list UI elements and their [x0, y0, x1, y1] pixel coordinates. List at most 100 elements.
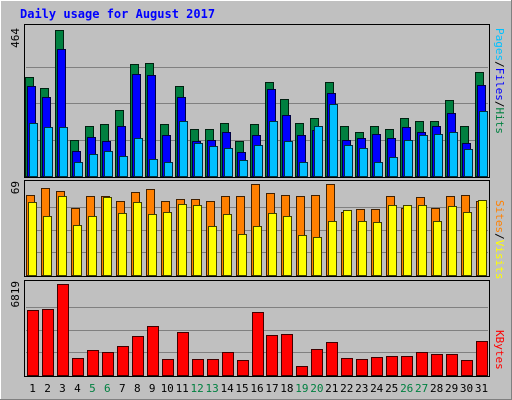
bar-sites-day-26 — [403, 205, 412, 276]
day-label-23: 23 — [355, 382, 368, 395]
ylabel-pages-files-hits: Pages/Files/Hits — [493, 28, 506, 134]
ymax-label-kbytes: 6819 — [9, 281, 22, 308]
bar-sites-day-11 — [178, 204, 187, 276]
bar-sites-day-3 — [58, 196, 67, 276]
ylabel-sites-visits: Sites/Visits — [493, 200, 506, 280]
bar-sites-day-28 — [433, 221, 442, 276]
day-label-27: 27 — [415, 382, 428, 395]
bars-layer — [25, 30, 488, 376]
bar-pages-day-23 — [359, 148, 368, 177]
bar-sites-day-1 — [28, 202, 37, 276]
day-label-17: 17 — [265, 382, 278, 395]
bar-kbytes-day-17 — [266, 335, 278, 376]
day-label-4: 4 — [74, 382, 81, 395]
bar-pages-day-26 — [404, 140, 413, 177]
bar-kbytes-day-14 — [222, 352, 234, 376]
day-label-6: 6 — [104, 382, 111, 395]
ylabel-visits: Visits — [493, 240, 506, 280]
bar-kbytes-day-28 — [431, 354, 443, 376]
bar-sites-day-5 — [88, 216, 97, 276]
ylabel-sites: Sites — [493, 200, 506, 233]
day-label-16: 16 — [250, 382, 263, 395]
bar-sites-day-20 — [313, 237, 322, 276]
bar-pages-day-13 — [209, 146, 218, 177]
ymax-label-visits: 69 — [9, 181, 22, 194]
bar-pages-day-25 — [389, 157, 398, 177]
bar-pages-day-10 — [164, 162, 173, 177]
bar-kbytes-day-2 — [42, 309, 54, 376]
day-label-20: 20 — [310, 382, 323, 395]
bar-pages-day-1 — [29, 123, 38, 177]
bar-kbytes-day-9 — [147, 326, 159, 376]
bar-kbytes-day-25 — [386, 356, 398, 376]
day-label-5: 5 — [89, 382, 96, 395]
bar-kbytes-day-10 — [162, 359, 174, 376]
bar-pages-day-11 — [179, 121, 188, 177]
bar-sites-day-29 — [448, 206, 457, 276]
bar-sites-day-6 — [103, 197, 112, 276]
day-label-22: 22 — [340, 382, 353, 395]
bar-pages-day-31 — [479, 111, 488, 177]
day-label-1: 1 — [29, 382, 36, 395]
bar-pages-day-18 — [284, 141, 293, 177]
day-label-29: 29 — [445, 382, 458, 395]
bar-sites-day-10 — [163, 212, 172, 276]
bar-pages-day-21 — [329, 104, 338, 177]
bar-kbytes-day-18 — [281, 334, 293, 376]
bar-kbytes-day-19 — [296, 366, 308, 376]
bar-kbytes-day-21 — [326, 342, 338, 376]
bar-kbytes-day-16 — [252, 312, 264, 376]
day-label-3: 3 — [59, 382, 66, 395]
bar-sites-day-4 — [73, 225, 82, 276]
bar-pages-day-2 — [44, 127, 53, 177]
day-label-15: 15 — [235, 382, 248, 395]
bar-sites-day-22 — [343, 210, 352, 276]
bar-pages-day-19 — [299, 162, 308, 177]
ylabel-sep-1: / — [493, 61, 506, 68]
day-label-11: 11 — [176, 382, 189, 395]
bar-pages-day-16 — [254, 145, 263, 177]
bar-sites-day-14 — [223, 214, 232, 276]
day-label-7: 7 — [119, 382, 126, 395]
bar-kbytes-day-11 — [177, 332, 189, 376]
bar-sites-day-15 — [238, 234, 247, 276]
bar-pages-day-22 — [344, 145, 353, 177]
bar-kbytes-day-31 — [476, 341, 488, 376]
day-label-19: 19 — [295, 382, 308, 395]
bar-kbytes-day-29 — [446, 354, 458, 376]
bar-sites-day-16 — [253, 226, 262, 276]
bar-kbytes-day-20 — [311, 349, 323, 376]
bar-sites-day-12 — [193, 205, 202, 276]
bar-sites-day-7 — [118, 213, 127, 276]
bar-pages-day-7 — [119, 156, 128, 177]
bar-kbytes-day-27 — [416, 352, 428, 376]
day-label-13: 13 — [205, 382, 218, 395]
chart-title: Daily usage for August 2017 — [20, 7, 215, 21]
bar-sites-day-8 — [133, 202, 142, 276]
bar-sites-day-24 — [373, 222, 382, 276]
bar-pages-day-27 — [419, 135, 428, 177]
bar-pages-day-6 — [104, 151, 113, 177]
bar-kbytes-day-6 — [102, 352, 114, 376]
day-label-10: 10 — [161, 382, 174, 395]
bar-kbytes-day-26 — [401, 356, 413, 376]
day-label-30: 30 — [460, 382, 473, 395]
bar-kbytes-day-3 — [57, 284, 69, 376]
bar-pages-day-24 — [374, 162, 383, 177]
bar-sites-day-19 — [298, 235, 307, 276]
day-labels-layer: 1 2 3 4 5 6 7 8 9 10 11 12 13 14 15 16 17 18 19 20 21 22 23 24 2… — [29, 382, 488, 395]
bar-pages-day-14 — [224, 148, 233, 177]
bar-kbytes-day-30 — [461, 360, 473, 376]
bar-sites-day-25 — [388, 205, 397, 276]
bar-kbytes-day-4 — [72, 358, 84, 376]
bar-sites-day-27 — [418, 205, 427, 276]
day-label-14: 14 — [220, 382, 234, 395]
ylabel-hits: Hits — [493, 108, 506, 135]
day-label-2: 2 — [44, 382, 51, 395]
bar-sites-day-9 — [148, 214, 157, 276]
day-label-9: 9 — [149, 382, 156, 395]
bar-sites-day-2 — [43, 216, 52, 276]
day-label-31: 31 — [475, 382, 488, 395]
